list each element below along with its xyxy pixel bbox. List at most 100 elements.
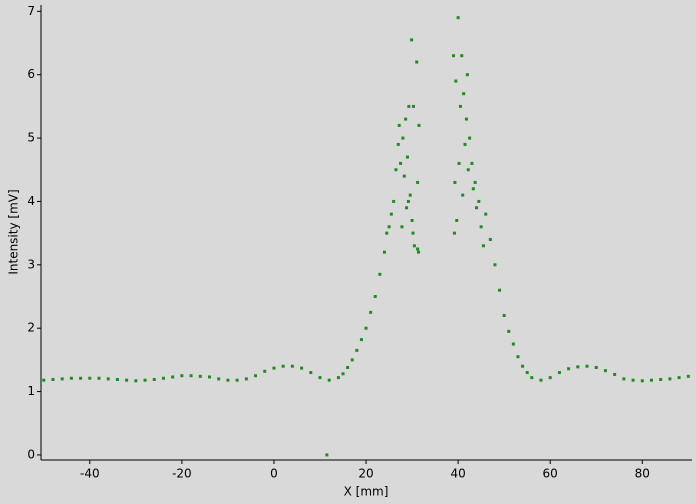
- point: [400, 225, 404, 229]
- point: [198, 374, 202, 378]
- point: [479, 225, 483, 229]
- point: [88, 376, 92, 380]
- point: [410, 218, 414, 222]
- point: [359, 338, 363, 342]
- point: [336, 376, 340, 380]
- point: [407, 104, 411, 108]
- point: [539, 378, 543, 382]
- point: [498, 288, 502, 292]
- point: [567, 367, 571, 371]
- point: [152, 378, 156, 382]
- y-tick-label: 1: [27, 384, 35, 398]
- point: [530, 376, 534, 380]
- point: [416, 180, 420, 184]
- point: [394, 168, 398, 172]
- point: [462, 92, 466, 96]
- point: [97, 376, 101, 380]
- point: [466, 168, 470, 172]
- point: [521, 364, 525, 368]
- x-tick-label: 60: [543, 467, 558, 481]
- point: [396, 142, 400, 146]
- point: [453, 180, 457, 184]
- point: [477, 199, 481, 203]
- point: [341, 372, 345, 376]
- point: [464, 117, 468, 121]
- point: [408, 193, 412, 197]
- point: [401, 136, 405, 140]
- y-tick-label: 6: [27, 67, 35, 81]
- point: [290, 364, 294, 368]
- x-tick-label: 40: [450, 467, 465, 481]
- point: [416, 247, 420, 251]
- point: [507, 329, 511, 333]
- point: [399, 161, 403, 165]
- point: [385, 231, 389, 235]
- point: [300, 366, 304, 370]
- point: [455, 218, 459, 222]
- x-axis-label: X [mm]: [344, 485, 389, 499]
- point: [134, 379, 138, 383]
- point: [373, 295, 377, 299]
- point: [613, 372, 617, 376]
- point: [397, 123, 401, 127]
- point: [686, 374, 690, 378]
- point: [525, 371, 529, 375]
- x-tick-label: 20: [358, 467, 373, 481]
- point: [465, 73, 469, 77]
- point: [106, 377, 110, 381]
- point: [235, 378, 239, 382]
- point: [405, 155, 409, 159]
- point: [69, 376, 73, 380]
- point: [411, 104, 415, 108]
- point: [355, 348, 359, 352]
- point: [484, 212, 488, 216]
- point: [457, 161, 461, 165]
- point: [350, 358, 354, 362]
- x-tick-label: -40: [80, 467, 100, 481]
- point: [516, 355, 520, 359]
- point: [668, 377, 672, 381]
- point: [346, 365, 350, 369]
- point: [576, 365, 580, 369]
- point: [511, 342, 515, 346]
- point: [272, 366, 276, 370]
- point: [417, 250, 421, 254]
- point: [263, 369, 267, 373]
- point: [468, 136, 472, 140]
- point: [125, 378, 129, 382]
- point: [161, 376, 165, 380]
- point: [417, 123, 421, 127]
- point: [649, 378, 653, 382]
- point: [402, 174, 406, 178]
- point: [387, 225, 391, 229]
- point: [557, 371, 561, 375]
- point: [217, 377, 221, 381]
- point: [406, 199, 410, 203]
- point: [502, 314, 506, 318]
- point: [410, 38, 414, 42]
- point: [369, 310, 373, 314]
- point: [475, 206, 479, 210]
- point: [603, 369, 607, 373]
- point: [460, 54, 464, 58]
- y-tick-label: 7: [27, 4, 35, 18]
- point: [415, 60, 419, 64]
- point: [461, 193, 465, 197]
- point: [677, 376, 681, 380]
- point: [471, 187, 475, 191]
- point: [325, 453, 329, 457]
- point: [309, 371, 313, 375]
- y-tick-label: 4: [27, 194, 35, 208]
- x-tick-label: 0: [270, 467, 278, 481]
- point: [51, 378, 55, 382]
- point: [454, 79, 458, 83]
- point: [378, 272, 382, 276]
- point: [463, 142, 467, 146]
- point: [382, 250, 386, 254]
- point: [481, 244, 485, 248]
- point: [594, 365, 598, 369]
- point: [456, 16, 460, 20]
- y-tick-label: 3: [27, 257, 35, 271]
- point: [79, 376, 83, 380]
- point: [585, 364, 589, 368]
